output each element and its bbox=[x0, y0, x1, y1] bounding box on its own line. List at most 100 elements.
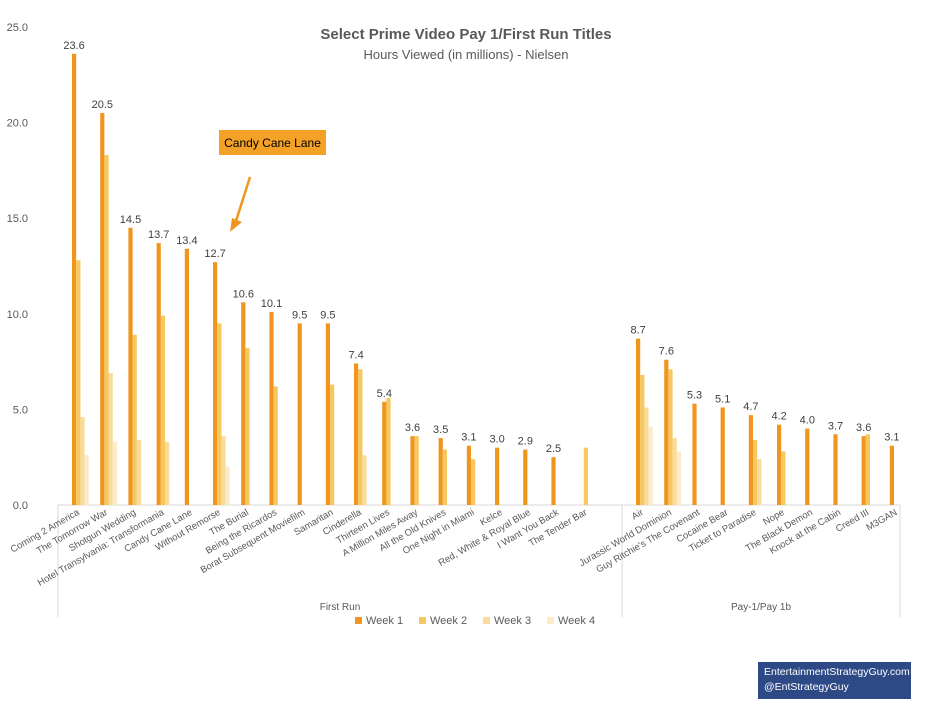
y-tick-label: 0.0 bbox=[13, 500, 28, 512]
bar-week-2 bbox=[217, 323, 222, 505]
chart-title: Select Prime Video Pay 1/First Run Title… bbox=[320, 26, 611, 43]
category-label: Air bbox=[630, 507, 646, 522]
data-label: 4.0 bbox=[800, 415, 815, 427]
bar-week-3 bbox=[80, 417, 85, 505]
bar-week-1 bbox=[777, 424, 782, 505]
bar-week-4 bbox=[112, 441, 117, 505]
bar-week-1 bbox=[636, 338, 641, 505]
legend: Week 1 Week 2 Week 3 Week 4 bbox=[355, 615, 595, 627]
bar-week-4 bbox=[648, 426, 653, 505]
data-label: 3.1 bbox=[884, 432, 899, 444]
bar-week-2 bbox=[358, 369, 363, 505]
bar-week-2 bbox=[414, 436, 419, 505]
bar-week-2 bbox=[76, 260, 81, 505]
labels-layer: 23.6 20.5 14.5 13.7 13.4 12.7 10.6 10.1 9.5 9.5 7.… bbox=[9, 40, 900, 589]
bar-week-1 bbox=[692, 403, 697, 505]
bar-week-1 bbox=[748, 415, 753, 505]
bar-week-1 bbox=[466, 445, 471, 505]
bar-week-1 bbox=[551, 457, 556, 505]
data-label: 2.9 bbox=[518, 436, 533, 448]
bar-week-1 bbox=[297, 323, 302, 505]
legend-label: Week 2 bbox=[430, 615, 467, 627]
bar-week-1 bbox=[861, 436, 866, 505]
bars-layer bbox=[72, 53, 894, 506]
data-label: 20.5 bbox=[92, 99, 113, 111]
legend-label: Week 3 bbox=[494, 615, 531, 627]
bar-week-2 bbox=[160, 315, 165, 505]
bar-week-2 bbox=[781, 451, 786, 505]
bar-week-2 bbox=[245, 348, 250, 505]
bar-week-1 bbox=[720, 407, 725, 505]
credit-handle: @EntStrategyGuy bbox=[764, 681, 849, 693]
bar-week-1 bbox=[100, 113, 105, 505]
data-label: 3.6 bbox=[856, 422, 871, 434]
annotation-arrow bbox=[230, 176, 252, 232]
bar-week-1 bbox=[664, 359, 669, 505]
bar-week-2 bbox=[471, 459, 476, 505]
annotation-callout: Candy Cane Lane bbox=[219, 130, 326, 155]
data-label: 3.1 bbox=[461, 432, 476, 444]
bar-week-3 bbox=[644, 407, 649, 505]
data-label: 10.6 bbox=[233, 288, 254, 300]
bar-week-4 bbox=[225, 466, 230, 505]
data-label: 5.3 bbox=[687, 390, 702, 402]
data-label: 4.7 bbox=[743, 401, 758, 413]
bar-week-2 bbox=[386, 397, 391, 505]
legend-swatch bbox=[355, 617, 362, 624]
bar-week-2 bbox=[442, 449, 447, 505]
group-label: Pay-1/Pay 1b bbox=[731, 602, 791, 613]
legend-label: Week 1 bbox=[366, 615, 403, 627]
legend-swatch bbox=[483, 617, 490, 624]
bar-week-1 bbox=[325, 323, 330, 505]
bar-week-1 bbox=[156, 243, 161, 505]
axis-layer: 0.0 5.0 10.0 15.0 20.0 25.0 First Run Pay-1/Pay… bbox=[7, 22, 901, 617]
data-label: 23.6 bbox=[63, 40, 84, 52]
bar-week-1 bbox=[269, 311, 274, 505]
bar-week-1 bbox=[438, 438, 443, 505]
bar-week-1 bbox=[128, 227, 133, 505]
y-tick-label: 20.0 bbox=[7, 118, 28, 130]
bar-week-1 bbox=[833, 434, 838, 505]
group-label: First Run bbox=[320, 602, 361, 613]
bar-week-2 bbox=[865, 434, 870, 505]
bar-week-2 bbox=[273, 386, 278, 505]
data-label: 13.7 bbox=[148, 229, 169, 241]
data-label: 14.5 bbox=[120, 214, 141, 226]
data-label: 4.2 bbox=[771, 411, 786, 423]
bar-week-2 bbox=[640, 374, 645, 505]
bar-week-2 bbox=[753, 439, 758, 505]
legend-swatch bbox=[419, 617, 426, 624]
bar-week-2 bbox=[583, 447, 588, 505]
bar-week-3 bbox=[672, 438, 677, 505]
chart-subtitle: Hours Viewed (in millions) - Nielsen bbox=[364, 47, 569, 62]
bar-week-3 bbox=[136, 439, 141, 505]
legend-label: Week 4 bbox=[558, 615, 595, 627]
data-label: 7.6 bbox=[659, 346, 674, 358]
bar-week-4 bbox=[84, 455, 89, 505]
bar-week-1 bbox=[72, 53, 77, 505]
bar-week-3 bbox=[362, 455, 367, 505]
bar-week-1 bbox=[354, 363, 359, 505]
bar-week-1 bbox=[495, 447, 500, 505]
bar-week-3 bbox=[165, 441, 170, 505]
data-label: 3.0 bbox=[489, 434, 504, 446]
data-label: 5.4 bbox=[377, 388, 392, 400]
category-label: M3GAN bbox=[865, 507, 900, 533]
bar-week-1 bbox=[805, 428, 810, 505]
bar-week-1 bbox=[382, 401, 387, 505]
y-tick-label: 10.0 bbox=[7, 309, 28, 321]
bar-week-3 bbox=[757, 459, 762, 505]
bar-week-1 bbox=[213, 262, 218, 505]
bar-week-2 bbox=[330, 384, 335, 505]
data-label: 5.1 bbox=[715, 393, 730, 405]
bar-week-1 bbox=[184, 248, 189, 506]
bar-week-1 bbox=[889, 445, 894, 505]
bar-week-4 bbox=[676, 451, 681, 505]
bar-week-2 bbox=[104, 155, 109, 505]
credit-box: EntertainmentStrategyGuy.com @EntStrateg… bbox=[758, 662, 911, 699]
credit-website: EntertainmentStrategyGuy.com bbox=[764, 666, 910, 678]
data-label: 8.7 bbox=[630, 325, 645, 337]
bar-week-1 bbox=[410, 436, 415, 505]
